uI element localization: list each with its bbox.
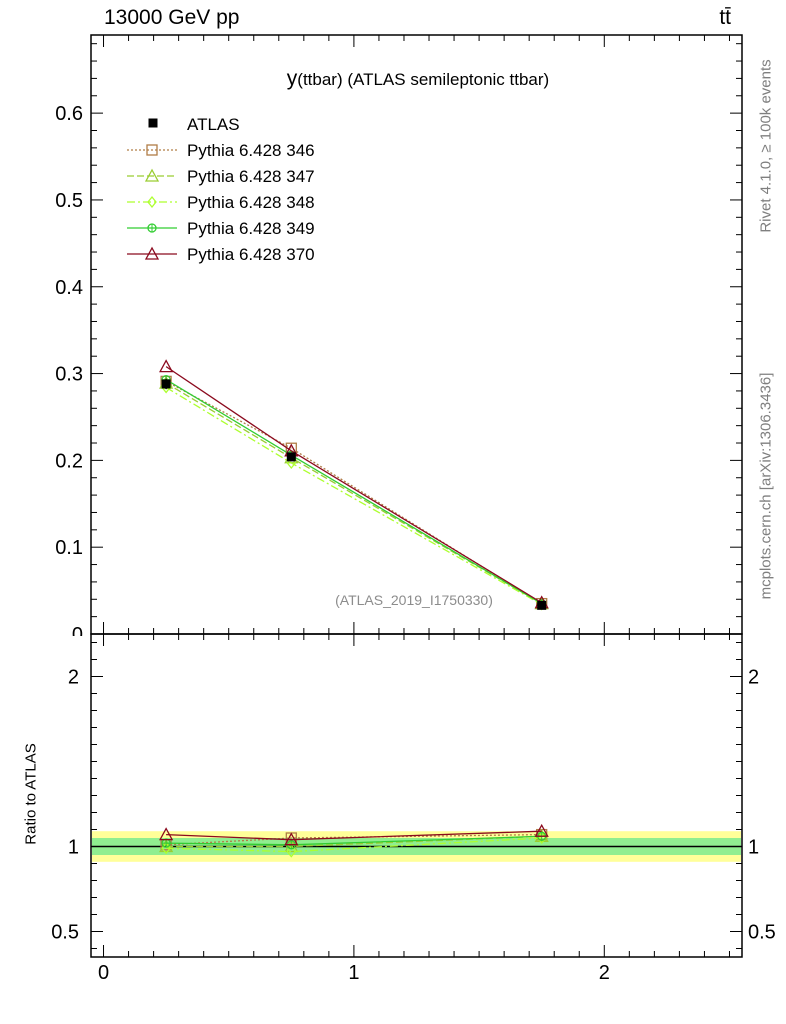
main-y-tick-label: 0.4 bbox=[55, 277, 83, 299]
ratio-y-tick-label-right: 2 bbox=[748, 667, 759, 689]
x-tick-label: 0 bbox=[98, 962, 109, 984]
ratio-axis-label: Ratio to ATLAS bbox=[22, 743, 40, 845]
legend-marker-5-shape bbox=[144, 246, 160, 260]
atlas-data-point-shape bbox=[286, 452, 296, 462]
legend-label-5: Pythia 6.428 370 bbox=[187, 245, 315, 264]
main-series-line-1 bbox=[165, 380, 543, 605]
main-series-line-5 bbox=[165, 366, 543, 604]
main-y-tick-label: 0.5 bbox=[55, 190, 83, 212]
atlas-data-point bbox=[537, 600, 547, 610]
ratio-y-tick-label-right: 0.5 bbox=[748, 922, 776, 944]
legend-marker-1-shape bbox=[146, 144, 158, 156]
ratio-series-3-point bbox=[286, 845, 297, 858]
main-y-tick-label: 0.2 bbox=[55, 450, 83, 472]
legend-marker-1 bbox=[146, 144, 158, 156]
ratio-series-5-point-shape bbox=[159, 827, 174, 841]
main-y-tick-label: 0.6 bbox=[55, 103, 83, 125]
legend-marker-5 bbox=[144, 246, 160, 260]
main-y-tick-label: 0.1 bbox=[55, 537, 83, 559]
mcplots-reference-label: mcplots.cern.ch [arXiv:1306.3436] bbox=[757, 372, 775, 600]
ratio-series-3-point-shape bbox=[286, 845, 297, 858]
ratio-series-5-point-shape bbox=[284, 832, 299, 846]
main-series-line-4 bbox=[165, 379, 543, 605]
ratio-series-4-point bbox=[161, 838, 171, 848]
main-y-zero-label: 0 bbox=[72, 624, 83, 646]
legend-label-1: Pythia 6.428 346 bbox=[187, 141, 315, 160]
legend-marker-2-shape bbox=[144, 168, 160, 182]
collision-energy-label: 13000 GeV pp bbox=[104, 6, 240, 29]
legend-atlas-marker-shape bbox=[148, 118, 158, 128]
main-series-line-3 bbox=[165, 386, 543, 606]
chart-title: y(ttbar) (ATLAS semileptonic ttbar) bbox=[287, 67, 549, 90]
legend-atlas-label: ATLAS bbox=[187, 115, 240, 134]
ratio-series-2-point-shape bbox=[284, 839, 299, 853]
ratio-series-5-point bbox=[284, 832, 299, 846]
ratio-series-5-point bbox=[159, 827, 174, 841]
atlas-data-point-shape bbox=[161, 379, 171, 389]
process-label: tt̄ bbox=[719, 6, 731, 29]
main-series-5-point bbox=[159, 359, 174, 373]
atlas-data-point-shape bbox=[537, 600, 547, 610]
x-tick-label: 2 bbox=[599, 962, 610, 984]
ratio-series-5-point-shape bbox=[534, 823, 549, 837]
legend-label-4: Pythia 6.428 349 bbox=[187, 219, 315, 238]
ratio-y-tick-label-left: 0.5 bbox=[51, 922, 79, 944]
legend-atlas-marker bbox=[148, 118, 158, 128]
legend-label-3: Pythia 6.428 348 bbox=[187, 193, 315, 212]
x-tick-label: 1 bbox=[348, 962, 359, 984]
legend-label-2: Pythia 6.428 347 bbox=[187, 167, 315, 186]
analysis-id-label: (ATLAS_2019_I1750330) bbox=[335, 592, 493, 608]
ratio-y-tick-label-left: 2 bbox=[68, 667, 79, 689]
legend-marker-2 bbox=[144, 168, 160, 182]
main-y-tick-label: 0.3 bbox=[55, 364, 83, 386]
ratio-y-tick-label-left: 1 bbox=[68, 837, 79, 859]
chart-title-text: (ttbar) (ATLAS semileptonic ttbar) bbox=[297, 70, 549, 89]
ratio-series-line-3 bbox=[166, 837, 542, 853]
ratio-y-tick-label-right: 1 bbox=[748, 837, 759, 859]
legend-marker-4 bbox=[147, 223, 157, 233]
atlas-data-point bbox=[161, 379, 171, 389]
legend-marker-3 bbox=[147, 195, 157, 209]
legend-marker-3-shape bbox=[147, 195, 157, 209]
main-series-5-point-shape bbox=[159, 359, 174, 373]
rivet-version-label: Rivet 4.1.0, ≥ 100k events bbox=[757, 59, 775, 233]
ratio-series-2-point bbox=[284, 839, 299, 853]
ratio-series-line-5 bbox=[166, 830, 542, 841]
chart-title-variable: y bbox=[287, 67, 298, 90]
ratio-series-line-1 bbox=[166, 833, 542, 846]
ratio-frame bbox=[90, 633, 743, 958]
atlas-data-point bbox=[286, 452, 296, 462]
ratio-series-5-point bbox=[534, 823, 549, 837]
